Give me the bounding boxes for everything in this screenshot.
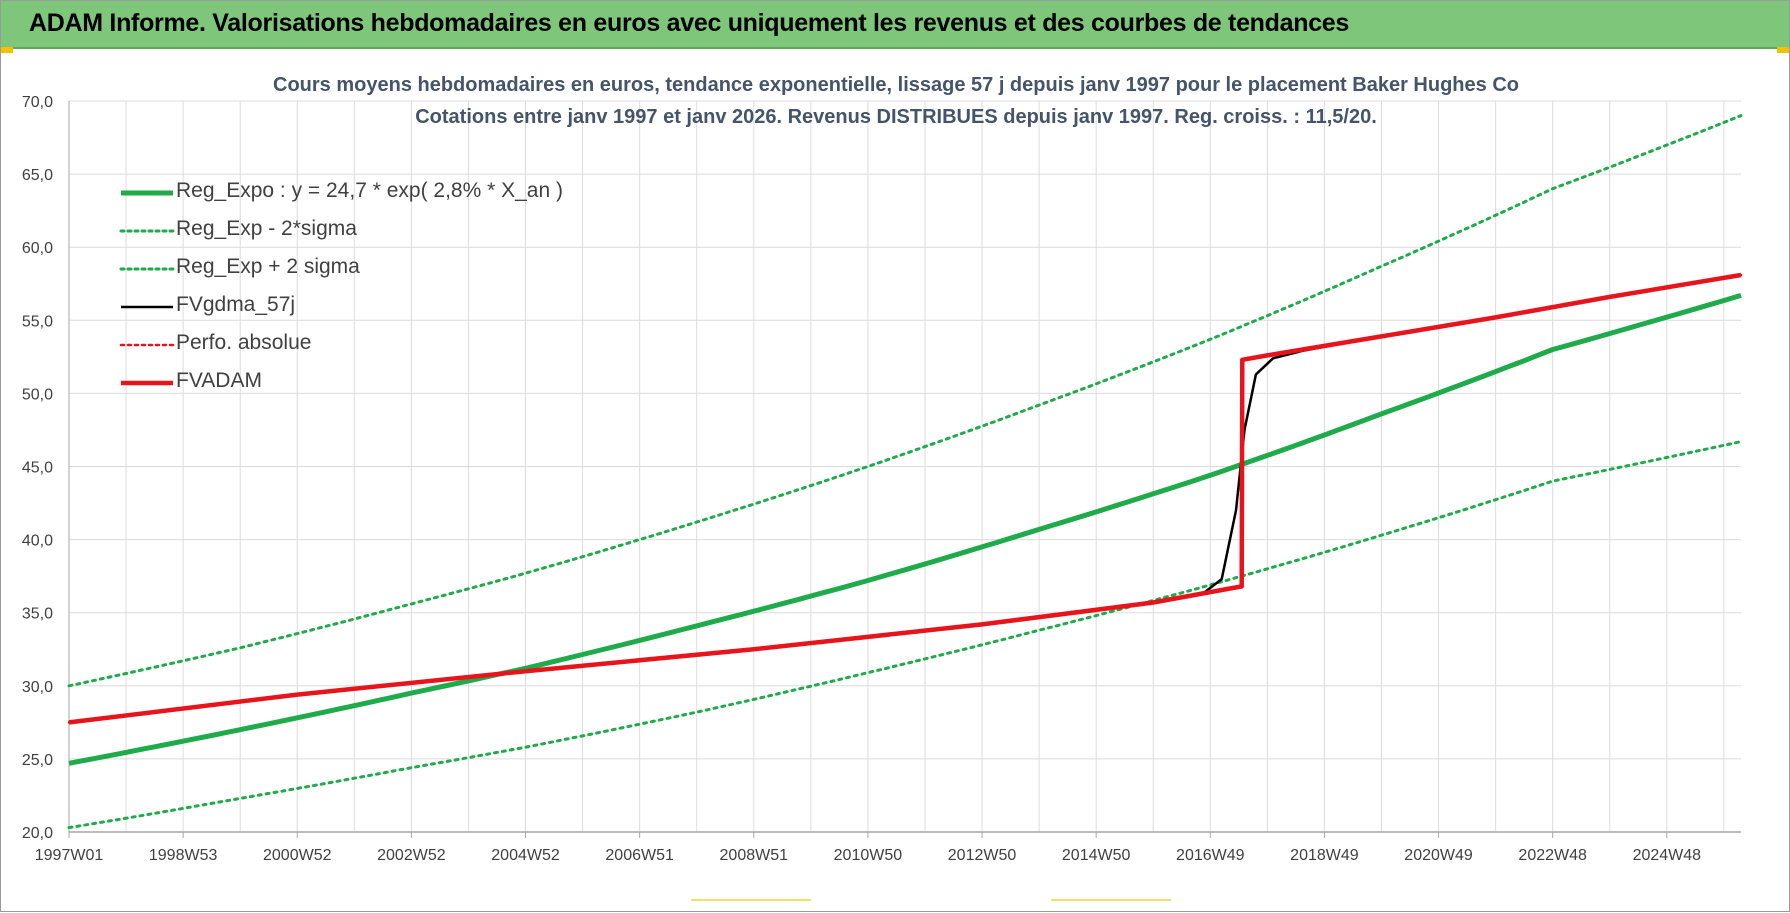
x-tick-label: 2008W51 bbox=[720, 847, 789, 864]
legend-swatch bbox=[121, 380, 173, 386]
header-bar: ADAM Informe. Valorisations hebdomadaire… bbox=[1, 1, 1789, 49]
x-tick-label: 2006W51 bbox=[605, 847, 674, 864]
x-tick-label: 1997W01 bbox=[35, 847, 104, 864]
series-line-5 bbox=[68, 272, 1742, 725]
legend-swatch bbox=[119, 343, 175, 347]
chart-title: Cours moyens hebdomadaires en euros, ten… bbox=[273, 74, 1519, 96]
series-line-2 bbox=[67, 114, 1743, 688]
chart-legend: Reg_Expo : y = 24,7 * exp( 2,8% * X_an )… bbox=[119, 175, 579, 403]
legend-swatch bbox=[119, 267, 175, 271]
series-lines bbox=[67, 114, 1743, 830]
y-tick-label: 55,0 bbox=[22, 313, 53, 330]
x-tick-label: 2018W49 bbox=[1290, 847, 1359, 864]
y-tick-label: 45,0 bbox=[22, 460, 53, 477]
legend-item: Reg_Exp - 2*sigma bbox=[119, 213, 579, 251]
legend-item: Perfo. absolue bbox=[119, 327, 579, 365]
corner-marker bbox=[1777, 47, 1789, 53]
y-tick-label: 35,0 bbox=[22, 606, 53, 623]
tick-labels: 20,0 25,0 30,0 35,0 40,0 45,0 50,0 55,0 60,0 65,0… bbox=[22, 94, 1701, 864]
x-tick-label: 2014W50 bbox=[1062, 847, 1131, 864]
series-line-1 bbox=[67, 440, 1743, 830]
y-tick-label: 20,0 bbox=[22, 825, 53, 842]
report-title: ADAM Informe. Valorisations hebdomadaire… bbox=[29, 9, 1350, 37]
series-line-0 bbox=[68, 293, 1742, 766]
legend-swatch bbox=[121, 305, 173, 309]
y-tick-label: 25,0 bbox=[22, 752, 53, 769]
legend-label: FVgdma_57j bbox=[176, 293, 296, 316]
x-tick-label: 2010W50 bbox=[834, 847, 903, 864]
x-tick-label: 2000W52 bbox=[263, 847, 332, 864]
legend-label: Reg_Exp - 2*sigma bbox=[176, 217, 357, 240]
legend-item: FVgdma_57j bbox=[119, 289, 579, 327]
y-tick-label: 50,0 bbox=[22, 386, 53, 403]
x-tick-label: 2024W48 bbox=[1633, 847, 1702, 864]
legend-label: Reg_Expo : y = 24,7 * exp( 2,8% * X_an ) bbox=[176, 179, 563, 202]
y-tick-label: 40,0 bbox=[22, 533, 53, 550]
legend-swatch bbox=[121, 190, 173, 196]
legend-item: Reg_Exp + 2 sigma bbox=[119, 251, 579, 289]
x-tick-label: 2004W52 bbox=[491, 847, 560, 864]
y-tick-label: 65,0 bbox=[22, 167, 53, 184]
legend-label: Reg_Exp + 2 sigma bbox=[176, 255, 360, 278]
x-tick-label: 2016W49 bbox=[1176, 847, 1245, 864]
x-tick-label: 1998W53 bbox=[149, 847, 218, 864]
legend-swatch bbox=[119, 229, 175, 233]
accent-line bbox=[691, 899, 811, 901]
x-tick-label: 2012W50 bbox=[948, 847, 1017, 864]
chart-subtitle: Cotations entre janv 1997 et janv 2026. … bbox=[415, 106, 1377, 128]
y-tick-label: 70,0 bbox=[22, 94, 53, 111]
corner-marker bbox=[1, 47, 13, 53]
gridlines bbox=[69, 100, 1741, 833]
x-tick-label: 2022W48 bbox=[1518, 847, 1587, 864]
legend-item: Reg_Expo : y = 24,7 * exp( 2,8% * X_an ) bbox=[119, 175, 579, 213]
legend-item: FVADAM bbox=[119, 365, 579, 403]
y-tick-label: 30,0 bbox=[22, 679, 53, 696]
axes bbox=[68, 101, 1741, 838]
x-tick-label: 2020W49 bbox=[1404, 847, 1473, 864]
legend-label: Perfo. absolue bbox=[176, 331, 312, 354]
accent-line bbox=[1051, 899, 1171, 901]
y-tick-label: 60,0 bbox=[22, 240, 53, 257]
x-tick-label: 2002W52 bbox=[377, 847, 446, 864]
legend-label: FVADAM bbox=[176, 369, 262, 392]
